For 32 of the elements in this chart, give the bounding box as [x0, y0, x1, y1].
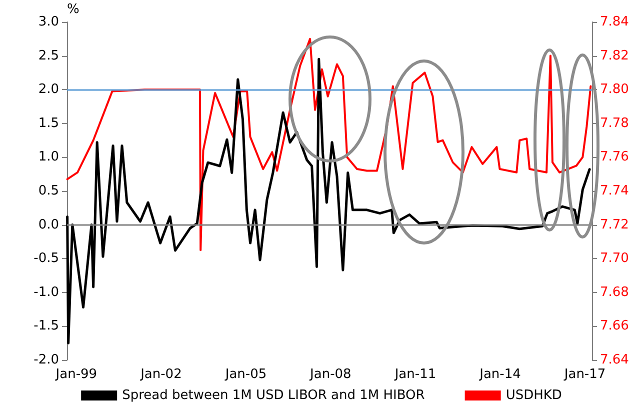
y-tick-label: -1.5 — [34, 318, 59, 334]
legend-label: Spread between 1M USD LIBOR and 1M HIBOR — [122, 388, 425, 403]
y2-tick-label: 7.74 — [600, 184, 629, 198]
y-tick-label: -0.5 — [34, 251, 59, 266]
y2-tick-label: 7.78 — [600, 116, 629, 131]
y-tick-label: -1.0 — [34, 284, 59, 300]
x-tick-label: Jan-08 — [309, 367, 352, 382]
x-tick-label: Jan-17 — [563, 367, 606, 382]
y-tick-label: 2.0 — [38, 82, 59, 98]
x-tick-label: Jan-11 — [394, 367, 436, 382]
y-tick-label: 0.0 — [38, 217, 59, 232]
y2-tick-label: 7.66 — [600, 318, 629, 334]
y2-tick-label: 7.70 — [600, 251, 629, 266]
y-tick-label: -2.0 — [34, 352, 59, 368]
x-tick-label: Jan-02 — [140, 367, 182, 382]
y2-tick-label: 7.82 — [600, 48, 629, 64]
x-tick-label: Jan-14 — [478, 367, 521, 382]
y2-tick-label: 7.68 — [600, 284, 629, 300]
y2-tick-label: 7.84 — [600, 14, 629, 30]
y-tick-label: 1.0 — [38, 150, 59, 165]
y-tick-label: 2.5 — [38, 48, 59, 64]
y-tick-label: 3.0 — [38, 14, 59, 30]
y-axis-title: % — [67, 2, 80, 17]
legend-label: USDHKD — [506, 388, 562, 403]
y2-tick-label: 7.76 — [600, 150, 629, 165]
x-tick-label: Jan-05 — [224, 367, 267, 382]
y-tick-label: 1.5 — [38, 116, 59, 131]
y-tick-label: 0.5 — [38, 184, 59, 198]
y2-tick-label: 7.64 — [600, 352, 629, 368]
x-tick-label: Jan-99 — [54, 367, 98, 382]
y2-tick-label: 7.80 — [600, 82, 629, 98]
y2-tick-label: 7.72 — [600, 217, 629, 232]
